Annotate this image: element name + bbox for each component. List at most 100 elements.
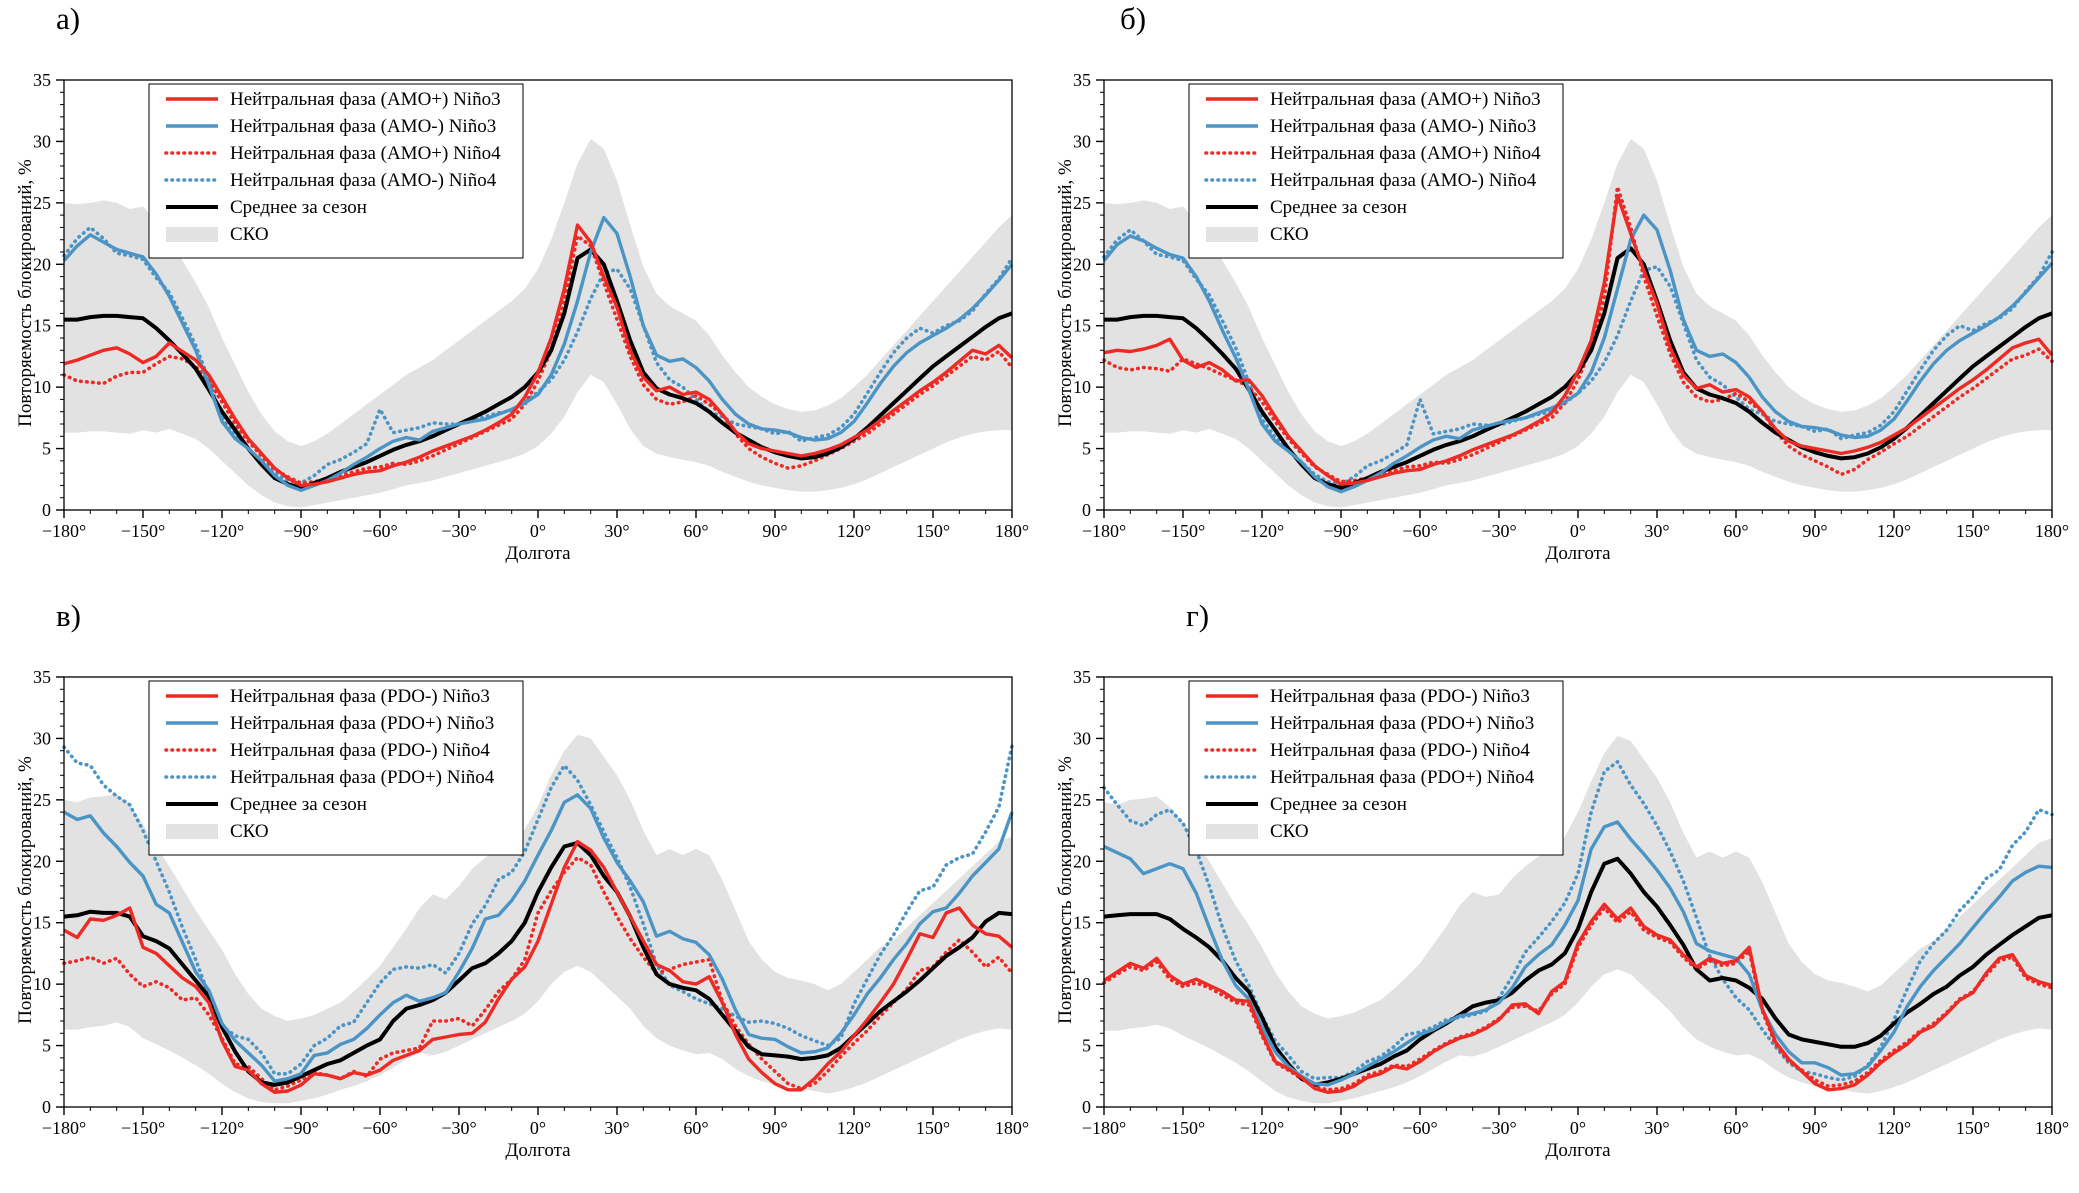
panel-v: −180° −150° −120° −90° −60° −30° 0° 30° 60° 90° 12… (0, 597, 1039, 1193)
y-tick-label: 25 (1073, 193, 1091, 213)
x-tick-label: −60° (362, 1118, 397, 1138)
y-axis-label: Повторяемость блокирований, % (1055, 756, 1076, 1024)
x-tick-label: 90° (1802, 521, 1827, 541)
legend-label: Среднее за сезон (1270, 197, 1407, 218)
panel-a: −180° −150° −120° −90° −60° −30° 0° 30° 60° 90° 12… (0, 0, 1039, 596)
legend-label: Нейтральная фаза (AMO-) Niño3 (1270, 116, 1536, 137)
curve-0 (1103, 902, 2053, 1094)
x-tick-label: −30° (1481, 1118, 1516, 1138)
x-tick-label: −180° (42, 1118, 86, 1138)
y-tick-label: 20 (1073, 851, 1091, 871)
legend-label: Среднее за сезон (230, 197, 367, 218)
x-axis-label: Долгота (1545, 1140, 1611, 1161)
legend-label: Нейтральная фаза (PDO-) Niño3 (1270, 686, 1530, 707)
legend-label: Нейтральная фаза (PDO+) Niño3 (1270, 713, 1534, 734)
x-tick-label: −120° (1240, 1118, 1284, 1138)
x-tick-label: 30° (1644, 1118, 1669, 1138)
legend-label: Нейтральная фаза (AMO+) Niño3 (1270, 89, 1541, 110)
legend-label: Среднее за сезон (1270, 794, 1407, 815)
y-tick-label: 35 (1073, 667, 1091, 687)
y-tick-label: 20 (1073, 254, 1091, 274)
y-tick-label: 25 (33, 790, 51, 810)
legend-label: Нейтральная фаза (PDO+) Niño4 (1270, 767, 1535, 788)
panel-title-g: г) (1186, 598, 1210, 633)
curve-4 (1103, 856, 2053, 1087)
x-tick-label: 120° (1877, 1118, 1911, 1138)
y-tick-label: 25 (33, 193, 51, 213)
legend-swatch-band (1206, 227, 1258, 242)
curve-2 (1102, 185, 2054, 484)
y-tick-label: 20 (33, 254, 51, 274)
curve-1 (1103, 820, 2053, 1087)
y-tick-label: 15 (1073, 316, 1091, 336)
x-tick-label: 0° (530, 521, 546, 541)
chart-b: −180° −150° −120° −90° −60° −30° 0° 30° 60° 90° 12… (1073, 70, 2069, 541)
x-tick-label: 180° (995, 521, 1029, 541)
x-tick-label: 60° (1723, 1118, 1748, 1138)
x-axis-label: Долгота (505, 1140, 571, 1161)
y-tick-label: 30 (33, 131, 51, 151)
curve-1 (62, 215, 1014, 492)
panel-title-v: в) (56, 598, 81, 633)
x-tick-label: −90° (283, 1118, 318, 1138)
x-tick-label: 90° (762, 521, 787, 541)
legend-label: Нейтральная фаза (PDO-) Niño4 (230, 740, 490, 761)
x-tick-label: −90° (1323, 1118, 1358, 1138)
x-tick-label: −120° (1240, 521, 1284, 541)
legend-label: Среднее за сезон (230, 794, 367, 815)
x-tick-label: 60° (683, 521, 708, 541)
legend-label: Нейтральная фаза (AMO-) Niño4 (230, 170, 497, 191)
x-tick-label: −90° (1323, 521, 1358, 541)
curve-1 (1102, 213, 2054, 494)
legend-swatch-band (1206, 824, 1258, 839)
x-tick-label: −150° (1161, 1118, 1205, 1138)
y-tick-label: 0 (42, 1097, 51, 1117)
y-tick-label: 10 (1073, 377, 1091, 397)
legend-label: Нейтральная фаза (AMO-) Niño4 (1270, 170, 1537, 191)
x-axis-label: Долгота (1545, 543, 1611, 564)
panel-title-a: а) (56, 1, 81, 36)
curve-0 (63, 223, 1014, 488)
x-tick-label: 90° (762, 1118, 787, 1138)
x-tick-label: −180° (42, 521, 86, 541)
x-tick-label: −30° (441, 521, 476, 541)
legend-label: Нейтральная фаза (AMO+) Niño3 (230, 89, 501, 110)
x-tick-label: 30° (604, 1118, 629, 1138)
panel-g: −180° −150° −120° −90° −60° −30° 0° 30° 60° 90° 12… (1040, 597, 2079, 1193)
x-tick-label: 150° (916, 521, 950, 541)
legend-label: Нейтральная фаза (PDO-) Niño3 (230, 686, 490, 707)
y-axis-label: Повторяемость блокирований, % (15, 756, 36, 1024)
legend-label: Нейтральная фаза (AMO+) Niño4 (230, 143, 501, 164)
legend-label: Нейтральная фаза (PDO-) Niño4 (1270, 740, 1530, 761)
y-tick-label: 0 (1082, 500, 1091, 520)
y-tick-label: 5 (1082, 439, 1091, 459)
x-tick-label: −60° (362, 521, 397, 541)
chart-g: −180° −150° −120° −90° −60° −30° 0° 30° 60° 90° 12… (1073, 667, 2069, 1138)
y-tick-label: 10 (33, 377, 51, 397)
y-tick-label: 5 (1082, 1036, 1091, 1056)
x-tick-label: −60° (1402, 521, 1437, 541)
y-tick-label: 0 (42, 500, 51, 520)
x-tick-label: 180° (2035, 1118, 2069, 1138)
x-tick-label: −150° (121, 1118, 165, 1138)
x-tick-label: −120° (200, 521, 244, 541)
x-tick-label: −30° (441, 1118, 476, 1138)
y-tick-label: 10 (1073, 974, 1091, 994)
chart-a: −180° −150° −120° −90° −60° −30° 0° 30° 60° 90° 12… (33, 70, 1029, 541)
x-tick-label: 180° (995, 1118, 1029, 1138)
x-tick-label: 30° (604, 521, 629, 541)
y-tick-label: 30 (33, 728, 51, 748)
curve-0 (1103, 193, 2054, 486)
sko-band (1104, 139, 2052, 508)
legend-label: Нейтральная фаза (AMO-) Niño3 (230, 116, 496, 137)
legend-label: СКО (230, 821, 269, 842)
x-tick-label: 90° (1802, 1118, 1827, 1138)
y-tick-label: 20 (33, 851, 51, 871)
chart-v: −180° −150° −120° −90° −60° −30° 0° 30° 60° 90° 12… (33, 667, 1029, 1138)
x-tick-label: 0° (530, 1118, 546, 1138)
x-tick-label: −180° (1082, 1118, 1126, 1138)
legend-swatch-band (166, 824, 218, 839)
y-tick-label: 35 (33, 667, 51, 687)
y-axis-label: Повторяемость блокирований, % (15, 159, 36, 427)
